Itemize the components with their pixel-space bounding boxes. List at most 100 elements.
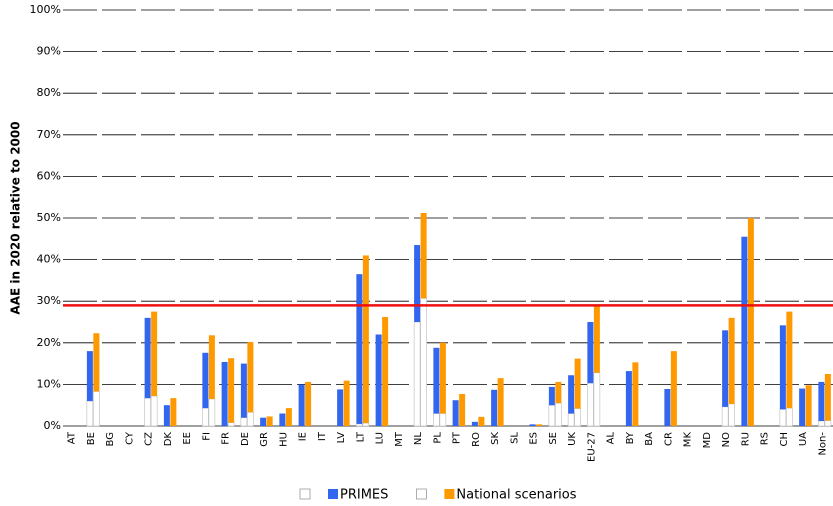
bar [356,274,363,424]
base-bar [721,406,729,427]
bar [491,389,498,426]
x-tick-label: BG [105,432,116,446]
base-bar [240,417,248,427]
bar [285,408,292,426]
bar [375,334,382,426]
x-tick-label: AL [606,432,617,445]
bar [471,421,478,426]
bar [799,388,806,426]
base-bar [93,391,100,427]
bar [337,389,344,426]
base-bar [439,413,447,427]
bar [459,393,466,426]
x-tick-label: GR [259,432,270,447]
x-tick-label: SL [509,432,520,444]
base-bar [548,404,556,427]
bar [208,335,215,399]
x-tick-label: LV [336,432,347,443]
base-bar [587,382,594,427]
legend-swatch [328,489,338,499]
bar [779,325,786,410]
x-tick-label: RO [471,432,482,447]
x-tick-label: EU-27 [586,432,597,462]
bar [221,361,228,426]
bar [170,398,177,426]
base-bar [247,411,254,427]
x-tick-label: PT [452,431,463,444]
x-tick-label: UA [798,432,809,446]
y-tick-label: 40% [37,253,61,266]
legend-swatch [299,488,311,500]
x-tick-label: MD [702,432,713,449]
bar [722,330,729,407]
legend-label: National scenarios [456,488,576,503]
bar [574,358,581,409]
bar [568,375,575,414]
base-bar [574,408,581,427]
bar [414,245,421,322]
legend-swatch [444,489,455,499]
x-tick-label: CZ [144,432,155,446]
bar [144,317,151,399]
bar [260,417,267,426]
x-tick-label: RS [760,432,771,445]
base-bar [786,407,793,427]
bar [625,371,632,426]
bar [587,322,594,384]
x-tick-label: PL [432,432,443,444]
x-tick-label: MT [394,431,405,447]
x-tick-label: IT [317,431,328,441]
bar [452,400,459,426]
base-bar [779,409,787,427]
bar [298,384,305,426]
base-bar [818,420,825,427]
y-axis-label: AAE in 2020 relative to 2000 [9,121,23,314]
x-tick-label: RU [740,432,751,446]
bar [362,255,369,424]
x-tick-label: FI [201,432,212,441]
bar [632,362,639,426]
base-bar [208,398,216,427]
y-tick-label: 70% [37,128,61,141]
base-bar [728,403,735,427]
bar [86,351,93,402]
bar [555,381,562,404]
x-tick-label: CR [663,432,674,446]
x-tick-label: MK [683,432,694,448]
bar [747,218,754,426]
x-tick-label: NO [721,432,732,447]
base-bar [150,395,158,427]
y-tick-label: 90% [37,45,61,58]
bar [478,416,485,426]
bar [228,358,235,423]
bar [818,381,825,422]
bar [163,405,170,426]
x-tick-label: NL [413,432,424,445]
bar [382,317,389,426]
bar [536,424,543,426]
base-bar [420,297,427,427]
bar [728,317,735,404]
bar [824,374,831,421]
x-tick-label: AT [67,431,78,444]
base-bar [86,400,94,427]
x-tick-label: SE [548,432,559,445]
bar [670,351,677,426]
x-tick-label: BY [625,431,636,444]
x-tick-label: BA [644,432,655,446]
x-tick-label: IE [298,432,309,441]
y-tick-label: 50% [37,211,61,224]
y-tick-label: 30% [37,294,61,307]
base-bar [202,407,209,427]
x-tick-label: CH [779,432,790,447]
bar [529,424,536,426]
bar [548,386,555,406]
bar [151,311,158,397]
x-tick-label: ES [529,432,540,445]
bar [266,416,273,426]
bar [786,311,793,409]
legend-swatch [415,488,427,500]
base-bar [593,372,601,427]
legend-label: PRIMES [340,488,388,503]
